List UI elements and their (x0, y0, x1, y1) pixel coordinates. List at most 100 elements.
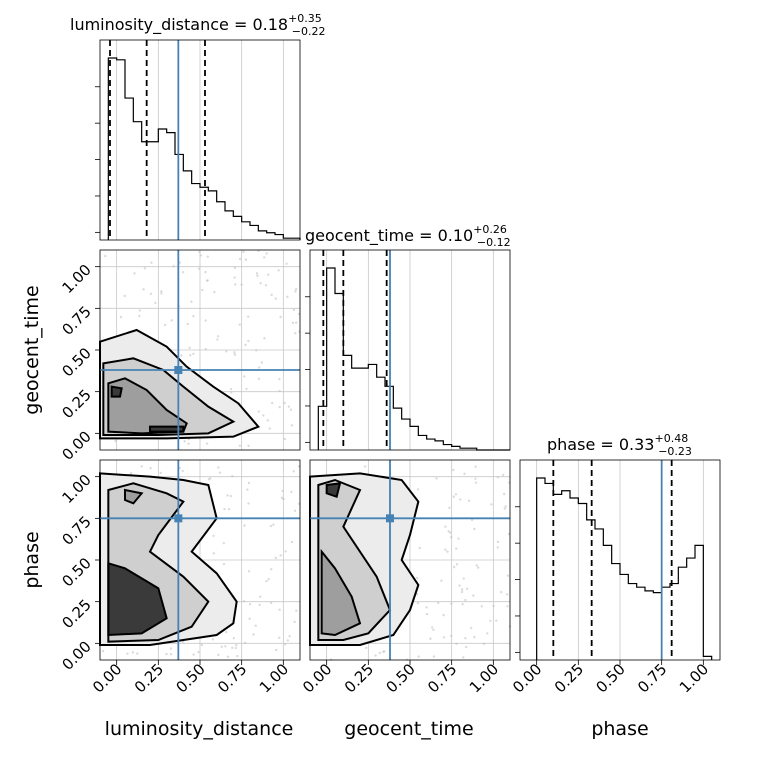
density-luminosity-distance-geocent-time-fill-4 (150, 426, 184, 432)
scatter-point (281, 489, 284, 493)
scatter-point (243, 524, 246, 527)
x-tick-label-luminosity-distance: 0.50 (172, 660, 208, 696)
scatter-point (278, 608, 281, 611)
scatter-point (209, 477, 212, 480)
y-tick-label-geocent-time: 0.75 (58, 302, 94, 338)
scatter-point (294, 288, 298, 291)
scatter-point (283, 437, 287, 441)
scatter-point (242, 600, 246, 603)
scatter-point (170, 319, 173, 322)
scatter-point (278, 405, 281, 409)
scatter-point (284, 550, 287, 553)
scatter-point (469, 626, 473, 630)
x-tick-label-luminosity-distance: 0.75 (214, 660, 250, 696)
scatter-point (248, 602, 252, 606)
scatter-point (181, 469, 184, 473)
scatter-point (234, 283, 237, 286)
scatter-point (119, 315, 123, 319)
scatter-point (450, 634, 453, 638)
scatter-point (490, 503, 493, 506)
scatter-point (131, 651, 135, 654)
density-luminosity-distance-phase-fill-3 (108, 563, 167, 635)
scatter-point (230, 391, 233, 394)
scatter-point (138, 314, 141, 318)
x-tick-label-geocent-time: 0.25 (341, 660, 377, 696)
scatter-point (279, 315, 282, 319)
scatter-point (293, 509, 297, 513)
scatter-point (129, 472, 133, 475)
scatter-point (503, 507, 506, 510)
scatter-point (217, 653, 220, 657)
scatter-point (473, 635, 476, 639)
title-geocent-time: geocent_time = 0.10+0.26 −0.12 (305, 223, 511, 249)
y-tick-label-phase: 0.00 (58, 637, 94, 673)
scatter-point (278, 377, 281, 381)
scatter-point (223, 507, 226, 511)
scatter-point (172, 265, 175, 268)
scatter-point (286, 639, 289, 642)
scatter-point (263, 337, 266, 340)
scatter-point (226, 655, 230, 658)
scatter-point (294, 332, 297, 335)
scatter-point (244, 343, 247, 347)
scatter-point (275, 648, 278, 652)
scatter-point (263, 256, 266, 259)
contour-luminosity-distance-phase-3 (107, 561, 168, 637)
scatter-point (206, 279, 209, 282)
scatter-point (425, 606, 428, 609)
scatter-point (382, 650, 385, 654)
scatter-point (181, 271, 185, 274)
scatter-point (242, 250, 245, 254)
scatter-point (425, 612, 429, 616)
scatter-point (463, 472, 466, 476)
contour-luminosity-distance-geocent-time-1 (102, 357, 236, 436)
scatter-point (248, 617, 251, 620)
scatter-point (486, 632, 489, 635)
scatter-point (416, 488, 420, 491)
scatter-point (247, 339, 250, 343)
scatter-point (474, 477, 477, 481)
scatter-point (243, 641, 247, 645)
scatter-point (495, 619, 498, 622)
scatter-point (467, 499, 471, 503)
contour-geocent-time-phase-1 (317, 478, 392, 641)
scatter-point (257, 366, 261, 369)
y-tick-label-geocent-time: 0.00 (58, 427, 94, 463)
scatter-point (489, 619, 492, 623)
title-luminosity-distance: luminosity_distance = 0.18+0.35 −0.22 (70, 12, 326, 38)
y-tick-label-phase: 1.00 (58, 471, 94, 507)
scatter-point (472, 594, 475, 597)
scatter-point (180, 354, 183, 357)
scatter-point (258, 603, 261, 607)
scatter-point (140, 465, 143, 468)
scatter-point (272, 523, 275, 526)
y-axis-label-phase: phase (21, 531, 43, 588)
x-tick-label-luminosity-distance: 1.00 (256, 660, 292, 696)
x-tick-label-phase: 0.75 (634, 660, 670, 696)
scatter-point (452, 495, 456, 498)
scatter-point (246, 488, 249, 491)
scatter-point (292, 308, 296, 312)
scatter-point (447, 530, 450, 533)
scatter-point (101, 649, 105, 653)
scatter-point (500, 590, 503, 594)
scatter-point (259, 282, 262, 285)
scatter-point (290, 540, 294, 544)
truth-marker-luminosity-distance-geocent-time (174, 366, 183, 374)
scatter-point (417, 655, 420, 658)
scatter-point (444, 548, 447, 551)
scatter-point (169, 647, 173, 650)
scatter-point (492, 604, 495, 608)
scatter-point (364, 646, 368, 650)
scatter-point (506, 574, 510, 577)
x-axis-label-phase: phase (591, 718, 648, 740)
scatter-point (283, 401, 286, 405)
scatter-point (197, 267, 201, 270)
scatter-point (154, 301, 157, 305)
scatter-point (374, 654, 377, 657)
scatter-point (187, 442, 190, 445)
scatter-point (282, 497, 285, 501)
scatter-point (266, 419, 270, 422)
scatter-point (292, 470, 296, 473)
